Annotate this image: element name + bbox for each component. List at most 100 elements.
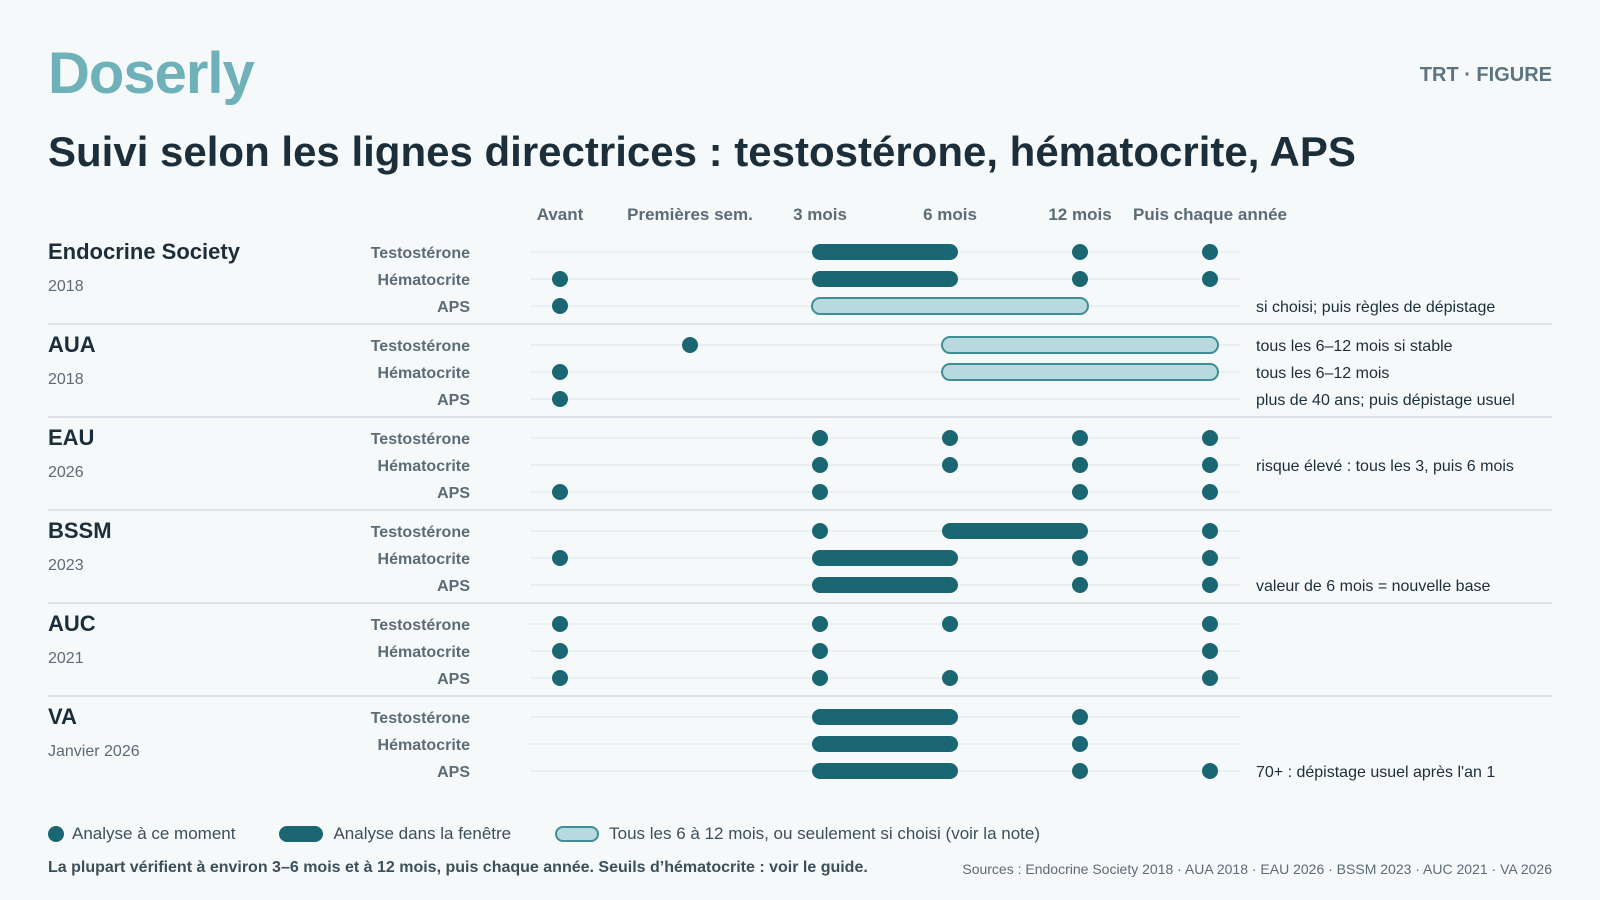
test-point-dot bbox=[1072, 709, 1088, 725]
test-point-dot bbox=[812, 430, 828, 446]
row-label: Hématocrite bbox=[378, 551, 471, 568]
column-header: Avant bbox=[537, 205, 584, 224]
column-header: 12 mois bbox=[1048, 205, 1111, 224]
test-point-dot bbox=[552, 550, 568, 566]
row-label: Testostérone bbox=[371, 710, 470, 727]
test-window-bar bbox=[812, 709, 958, 725]
row-label: APS bbox=[437, 671, 470, 688]
test-window-bar bbox=[812, 550, 958, 566]
test-point-dot bbox=[552, 484, 568, 500]
test-point-dot bbox=[552, 364, 568, 380]
dot-marker-icon bbox=[48, 826, 64, 842]
row-label: Testostérone bbox=[371, 338, 470, 355]
row-label: Hématocrite bbox=[378, 272, 471, 289]
legend-bar-label: Analyse dans la fenêtre bbox=[333, 824, 512, 843]
row-label: Hématocrite bbox=[378, 737, 471, 754]
guideline-name: EAU bbox=[48, 425, 94, 450]
test-point-dot bbox=[1202, 763, 1218, 779]
test-point-dot bbox=[1202, 616, 1218, 632]
guideline-year: 2026 bbox=[48, 464, 84, 481]
test-window-bar bbox=[812, 763, 958, 779]
legend-item-dot: Analyse à ce moment bbox=[48, 824, 235, 844]
test-point-dot bbox=[1072, 763, 1088, 779]
test-point-dot bbox=[1202, 271, 1218, 287]
test-point-dot bbox=[1072, 244, 1088, 260]
test-point-dot bbox=[682, 337, 698, 353]
test-point-dot bbox=[1202, 670, 1218, 686]
test-point-dot bbox=[812, 616, 828, 632]
footnote: La plupart vérifient à environ 3–6 mois … bbox=[48, 859, 868, 876]
guideline-name: AUA bbox=[48, 332, 96, 357]
row-label: APS bbox=[437, 299, 470, 316]
row-label: Testostérone bbox=[371, 431, 470, 448]
test-point-dot bbox=[1072, 271, 1088, 287]
test-point-dot bbox=[1072, 550, 1088, 566]
guideline-name: AUC bbox=[48, 611, 96, 636]
row-label: APS bbox=[437, 764, 470, 781]
test-point-dot bbox=[552, 298, 568, 314]
column-header: 3 mois bbox=[793, 205, 847, 224]
row-label: Hématocrite bbox=[378, 365, 471, 382]
test-window-bar bbox=[812, 244, 958, 260]
page-title: Suivi selon les lignes directrices : tes… bbox=[48, 128, 1356, 175]
test-point-dot bbox=[1202, 523, 1218, 539]
row-label: Hématocrite bbox=[378, 458, 471, 475]
column-header: Puis chaque année bbox=[1133, 205, 1287, 224]
test-point-dot bbox=[1072, 457, 1088, 473]
test-point-dot bbox=[812, 523, 828, 539]
test-point-dot bbox=[1072, 577, 1088, 593]
optional-window-bar bbox=[811, 297, 1089, 315]
legend-dot-label: Analyse à ce moment bbox=[72, 824, 236, 843]
guideline-year: Janvier 2026 bbox=[48, 743, 140, 760]
optional-window-bar bbox=[941, 363, 1219, 381]
test-window-bar bbox=[942, 523, 1088, 539]
test-point-dot bbox=[1202, 484, 1218, 500]
optional-window-bar bbox=[941, 336, 1219, 354]
test-point-dot bbox=[942, 457, 958, 473]
test-point-dot bbox=[552, 643, 568, 659]
test-point-dot bbox=[812, 643, 828, 659]
test-point-dot bbox=[1202, 457, 1218, 473]
guideline-year: 2023 bbox=[48, 557, 84, 574]
test-point-dot bbox=[1072, 736, 1088, 752]
test-point-dot bbox=[1202, 430, 1218, 446]
row-note: tous les 6–12 mois si stable bbox=[1256, 338, 1453, 355]
test-point-dot bbox=[942, 430, 958, 446]
test-point-dot bbox=[552, 670, 568, 686]
sources: Sources : Endocrine Society 2018 · AUA 2… bbox=[962, 861, 1552, 877]
test-point-dot bbox=[1202, 577, 1218, 593]
test-point-dot bbox=[1072, 484, 1088, 500]
row-note: plus de 40 ans; puis dépistage usuel bbox=[1256, 392, 1515, 409]
legend: Analyse à ce moment Analyse dans la fenê… bbox=[48, 824, 1084, 844]
legend-light-bar-label: Tous les 6 à 12 mois, ou seulement si ch… bbox=[609, 824, 1041, 843]
row-label: Hématocrite bbox=[378, 644, 471, 661]
test-window-bar bbox=[812, 271, 958, 287]
test-point-dot bbox=[1072, 430, 1088, 446]
test-point-dot bbox=[812, 457, 828, 473]
test-point-dot bbox=[552, 391, 568, 407]
test-point-dot bbox=[942, 616, 958, 632]
test-point-dot bbox=[942, 670, 958, 686]
column-header: 6 mois bbox=[923, 205, 977, 224]
test-point-dot bbox=[552, 271, 568, 287]
row-note: tous les 6–12 mois bbox=[1256, 365, 1389, 382]
column-header: Premières sem. bbox=[627, 205, 753, 224]
guideline-year: 2018 bbox=[48, 371, 84, 388]
test-point-dot bbox=[1202, 550, 1218, 566]
guideline-year: 2021 bbox=[48, 650, 84, 667]
test-window-bar bbox=[812, 736, 958, 752]
row-note: 70+ : dépistage usuel après l'an 1 bbox=[1256, 764, 1495, 781]
row-note: valeur de 6 mois = nouvelle base bbox=[1256, 578, 1490, 595]
test-window-bar bbox=[812, 577, 958, 593]
row-note: si choisi; puis règles de dépistage bbox=[1256, 299, 1495, 316]
test-point-dot bbox=[552, 616, 568, 632]
row-label: Testostérone bbox=[371, 524, 470, 541]
row-label: APS bbox=[437, 578, 470, 595]
guideline-name: Endocrine Society bbox=[48, 239, 241, 264]
legend-item-bar: Analyse dans la fenêtre bbox=[279, 824, 511, 844]
row-label: Testostérone bbox=[371, 245, 470, 262]
guideline-name: BSSM bbox=[48, 518, 112, 543]
window-bar-icon bbox=[279, 826, 324, 842]
row-label: APS bbox=[437, 392, 470, 409]
